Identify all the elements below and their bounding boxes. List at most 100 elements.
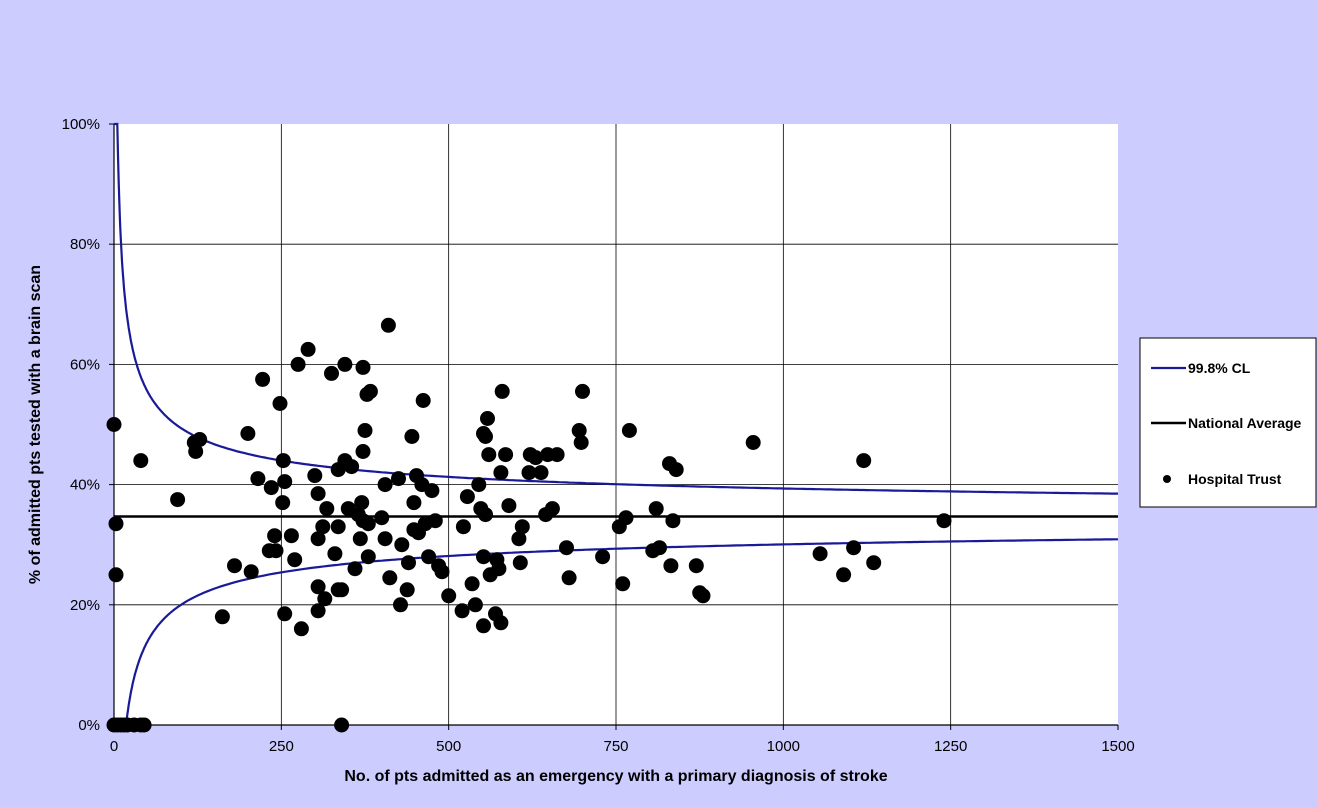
trust-point [695,588,711,604]
x-tick-label: 0 [110,738,118,755]
trust-point [214,609,230,625]
trust-point [615,576,631,592]
x-tick-label: 1500 [1101,738,1134,755]
x-axis-title: No. of pts admitted as an emergency with… [344,768,887,785]
trust-point [836,567,852,583]
trust-point [478,429,493,444]
trust-point [319,501,335,517]
trust-point [108,516,124,532]
trust-point [330,519,346,535]
trust-point [424,483,440,499]
trust-point [374,510,390,526]
trust-point [317,591,333,607]
trust-point [283,528,299,544]
tick-labels: 0 250 500 750 1000 1250 1500 0% 20% 40% 60% 80% 100% [62,116,1135,755]
trust-point [549,447,565,463]
trust-point [514,519,530,535]
lower-control-limit [114,538,1118,727]
trust-point [310,486,326,502]
trust-point [310,531,326,547]
y-tick-label: 80% [70,236,100,253]
trust-point [404,429,420,444]
trust-point [459,489,475,505]
x-tick-label: 1000 [767,738,800,755]
series-layer [106,122,1118,733]
trust-point [106,417,122,432]
x-tick-label: 750 [603,738,628,755]
trust-point [533,465,549,481]
trust-point [377,531,393,547]
y-tick-label: 60% [70,356,100,373]
trust-point [307,468,323,484]
trust-point [512,555,528,571]
trust-point [455,519,471,535]
trust-point [355,359,371,375]
legend-trust-marker [1163,475,1171,483]
trust-point [324,365,339,381]
trust-point [846,540,862,556]
trust-point [394,537,410,553]
trust-point [268,543,284,559]
trust-point [393,597,408,613]
trust-point [357,423,373,438]
trust-point [287,552,303,568]
trust-point [360,549,376,565]
trust-point [648,501,664,517]
trust-point [618,510,634,526]
trust-point [476,549,491,565]
trust-point [688,558,704,574]
trust-point [478,507,493,523]
trust-point [491,561,507,577]
trust-point [275,453,291,469]
legend-average-label: National Average [1188,415,1302,431]
trust-point [856,453,872,469]
trust-point [277,606,293,622]
trust-point [467,597,483,613]
trust-point [277,474,293,490]
trust-point [427,513,443,529]
trust-point [192,432,208,447]
trust-point [347,561,363,577]
trust-point [434,564,450,580]
trust-point [595,549,611,565]
trust-point [352,531,368,547]
trust-point [255,371,271,387]
trust-point [663,558,679,574]
trust-point [315,519,331,535]
legend: 99.8% CL National Average Hospital Trust [1139,337,1317,508]
trust-point [812,546,828,562]
trust-point [494,383,510,399]
upper-control-limit [114,122,1118,495]
trust-point [745,435,761,450]
trust-point [559,540,574,556]
trust-point [401,555,416,571]
trust-point [243,564,259,580]
trust-point [275,495,291,511]
y-tick-label: 100% [62,116,100,133]
trust-point [377,477,393,493]
trust-point [399,582,415,598]
y-tick-label: 20% [70,597,100,614]
trust-point [272,396,288,411]
trust-point [360,516,376,532]
trust-point [493,465,509,481]
trust-point [621,423,637,438]
trust-point [354,495,370,511]
trust-point [380,317,396,333]
x-tick-label: 500 [436,738,461,755]
trust-point [476,618,491,634]
trust-point [136,717,152,733]
trust-point [481,447,497,463]
trust-point [263,480,279,496]
trust-point [362,383,378,399]
trust-point [561,570,577,586]
legend-cl-label: 99.8% CL [1188,360,1251,376]
x-tick-label: 250 [269,738,294,755]
x-tick-label: 1250 [934,738,967,755]
trust-point [544,501,560,517]
trust-point [327,546,343,562]
trust-point [521,465,537,481]
grid-lines [114,124,1118,725]
trust-point [108,567,124,583]
